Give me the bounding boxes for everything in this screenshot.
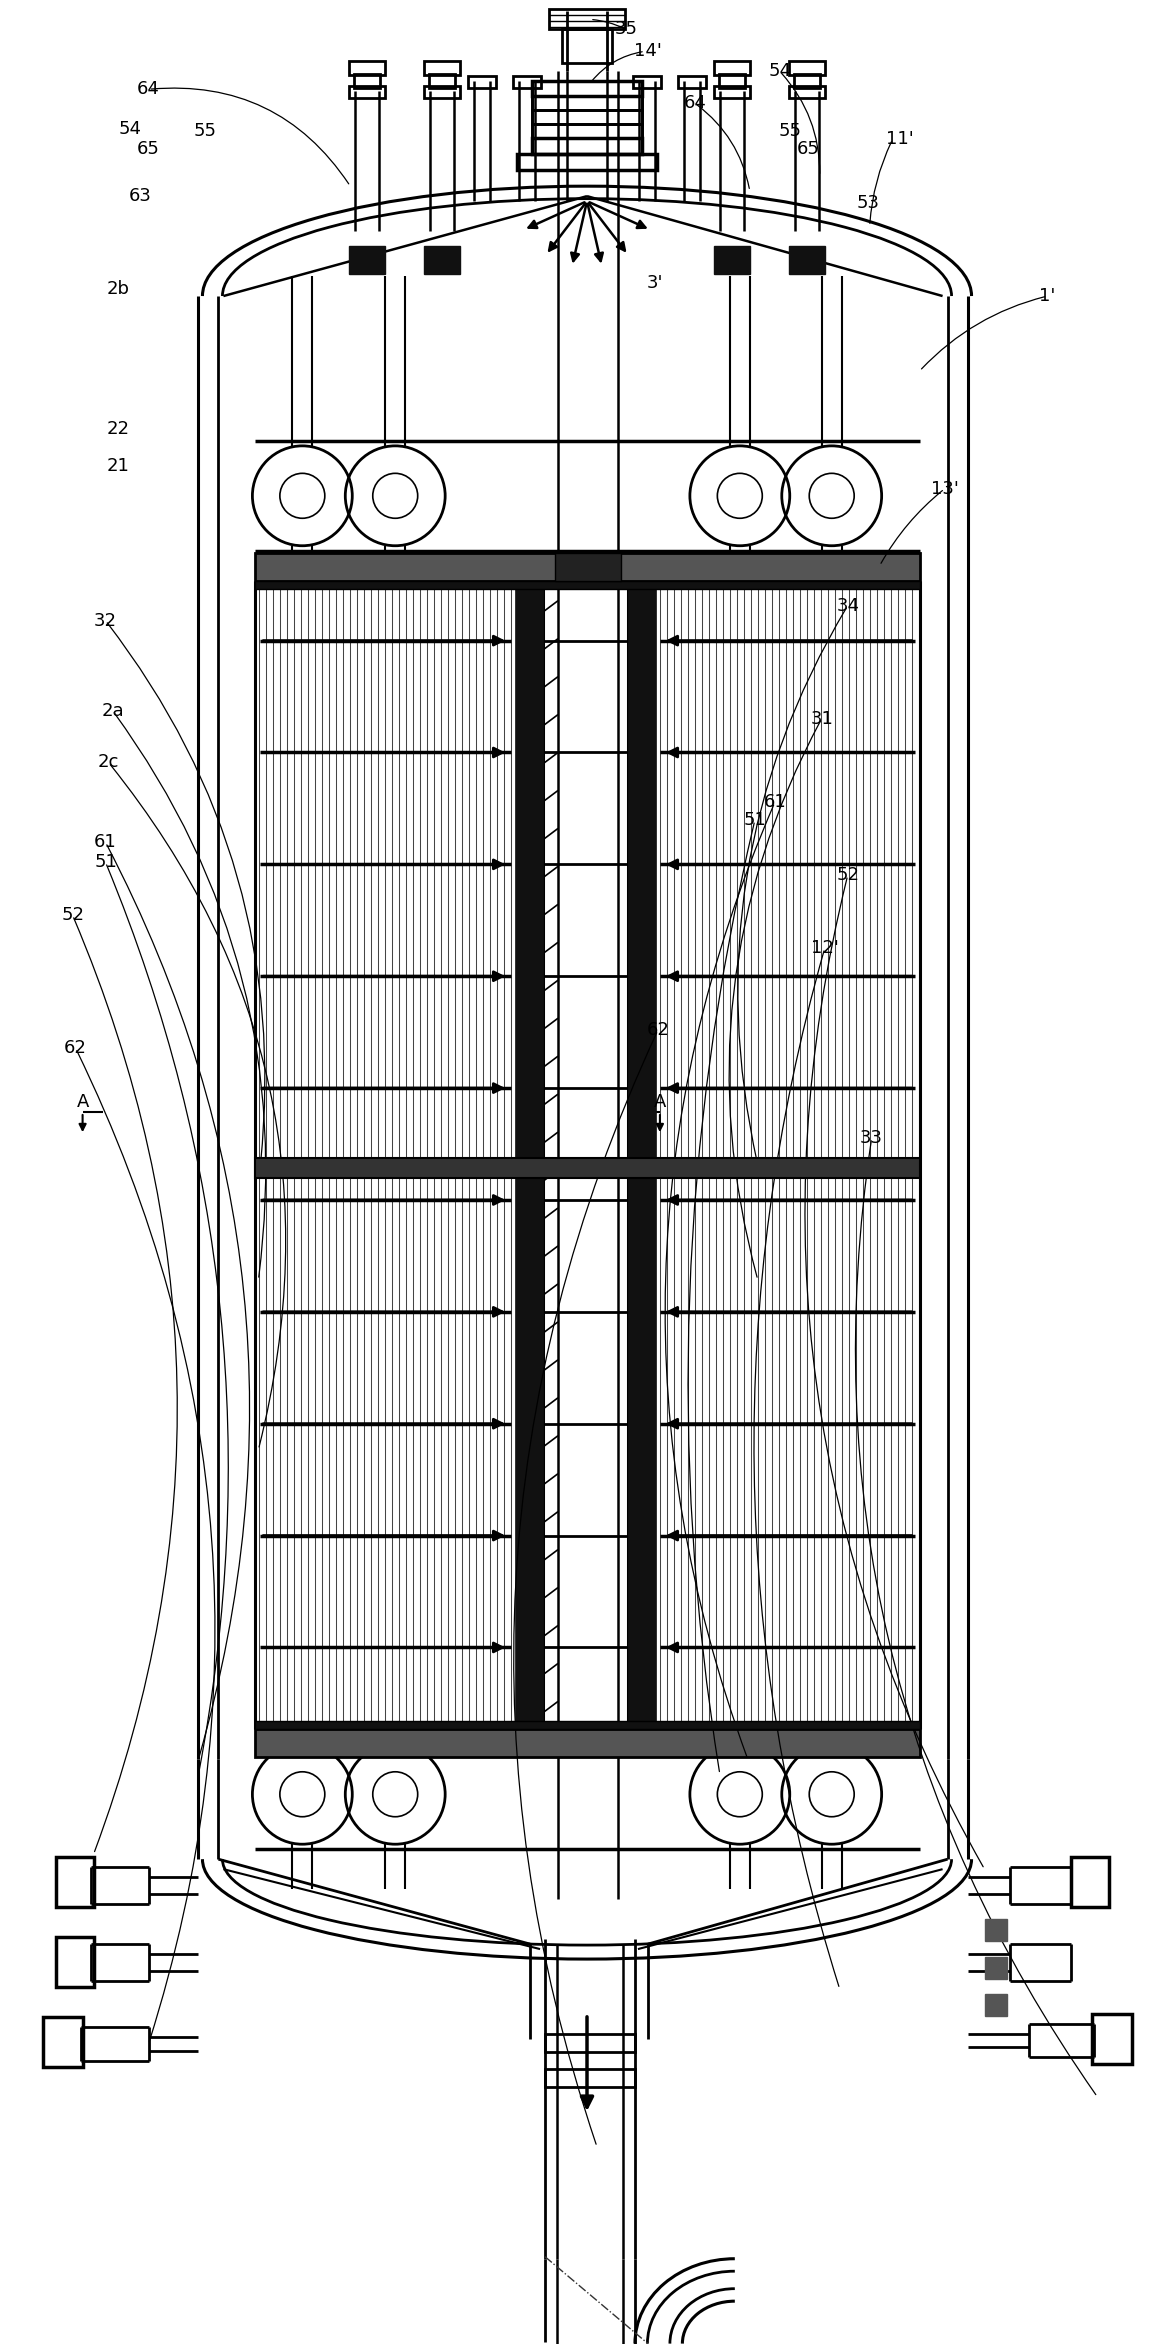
Text: 62: 62	[65, 1039, 87, 1058]
Text: 62: 62	[646, 1020, 670, 1039]
Bar	[633, 77, 660, 89]
Text: 14': 14'	[634, 42, 662, 61]
Text: 61: 61	[764, 793, 786, 811]
Bar	[349, 87, 385, 98]
Text: 63: 63	[129, 188, 152, 204]
Bar	[985, 1993, 1007, 2017]
Text: 22: 22	[107, 420, 130, 439]
Bar	[42, 2017, 82, 2066]
Bar	[424, 87, 461, 98]
Text: 65: 65	[797, 141, 819, 157]
Text: A: A	[653, 1093, 666, 1112]
Text: 55: 55	[194, 122, 217, 141]
Bar	[532, 82, 642, 96]
Bar	[355, 75, 381, 89]
Text: 3': 3'	[646, 274, 663, 293]
Bar	[349, 61, 385, 75]
Bar	[985, 1918, 1007, 1942]
Text: 12': 12'	[811, 940, 839, 957]
Bar	[562, 30, 612, 63]
Bar	[719, 75, 745, 89]
Bar	[255, 1728, 920, 1756]
Text: 52: 52	[61, 905, 85, 924]
Bar	[985, 1958, 1007, 1979]
Text: 35: 35	[615, 21, 638, 38]
Bar	[517, 155, 657, 171]
Bar	[788, 87, 825, 98]
Bar	[255, 1721, 920, 1728]
Text: 64: 64	[684, 94, 706, 113]
Text: 64: 64	[137, 80, 160, 98]
Bar	[545, 2033, 634, 2052]
Text: 11': 11'	[886, 131, 913, 148]
Bar	[555, 553, 620, 582]
Text: 21: 21	[107, 457, 130, 474]
Bar	[788, 246, 825, 274]
Bar	[627, 582, 656, 1728]
Text: A: A	[76, 1093, 89, 1112]
Bar	[255, 582, 920, 589]
Text: 53: 53	[857, 195, 879, 211]
Bar	[468, 77, 496, 89]
Bar	[429, 75, 455, 89]
Text: 61: 61	[94, 832, 118, 851]
Bar	[714, 246, 750, 274]
Bar	[714, 61, 750, 75]
Text: 31: 31	[811, 711, 833, 727]
Bar	[788, 61, 825, 75]
Bar	[532, 110, 642, 124]
Text: 2b: 2b	[107, 279, 130, 298]
Text: 2a: 2a	[101, 701, 123, 720]
Bar	[424, 61, 461, 75]
Bar	[513, 77, 540, 89]
Bar	[794, 75, 820, 89]
Text: 32: 32	[94, 612, 118, 631]
Bar	[255, 553, 920, 582]
Text: 51: 51	[94, 854, 118, 872]
Text: 13': 13'	[931, 481, 959, 497]
Bar	[55, 1857, 94, 1906]
Bar	[255, 1158, 920, 1177]
Bar	[549, 9, 625, 30]
Bar	[532, 124, 642, 138]
Bar	[545, 2068, 634, 2087]
Text: 34: 34	[837, 596, 859, 614]
Bar	[1093, 2014, 1133, 2064]
Text: 33: 33	[860, 1128, 884, 1147]
Bar	[424, 246, 461, 274]
Text: 65: 65	[137, 141, 160, 157]
Bar	[55, 1937, 94, 1986]
Text: 55: 55	[778, 122, 801, 141]
Text: 54: 54	[768, 63, 791, 80]
Bar	[1072, 1857, 1109, 1906]
Text: 51: 51	[744, 811, 766, 830]
Text: 2c: 2c	[98, 753, 119, 772]
Text: 52: 52	[837, 865, 859, 884]
Bar	[515, 582, 543, 1728]
Bar	[532, 96, 642, 110]
Bar	[532, 138, 642, 155]
Bar	[714, 87, 750, 98]
Bar	[678, 77, 706, 89]
Text: 1': 1'	[1039, 286, 1055, 305]
Bar	[349, 246, 385, 274]
Text: 54: 54	[119, 120, 142, 138]
